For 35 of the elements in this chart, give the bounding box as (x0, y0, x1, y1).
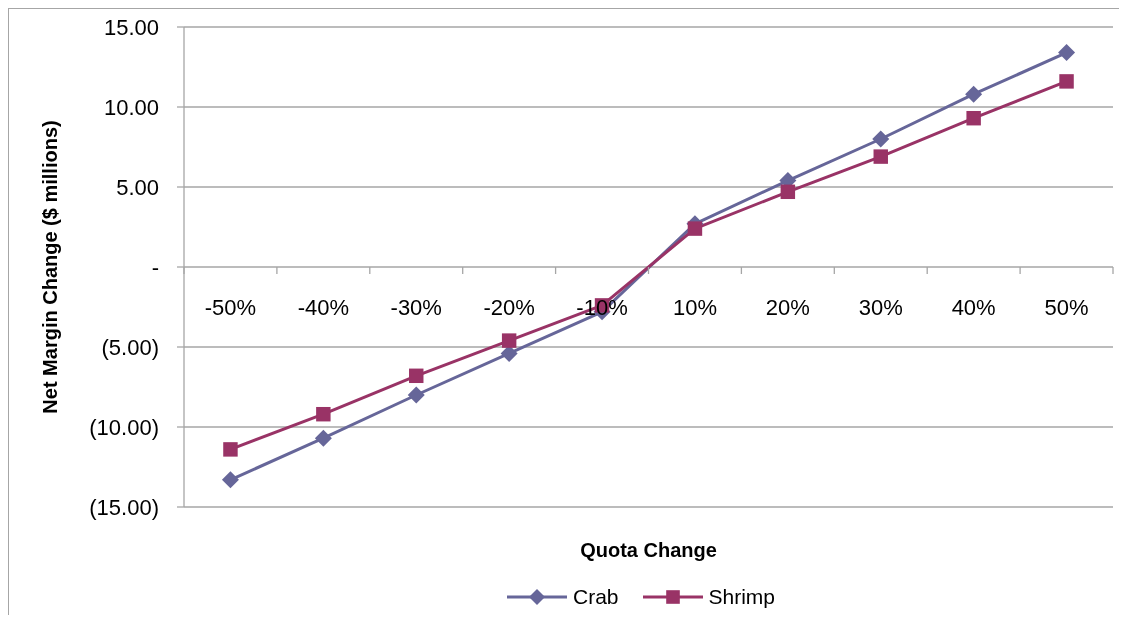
point (1058, 44, 1076, 62)
x-tick-label: 50% (1044, 294, 1089, 320)
x-axis-title: Quota Change (580, 539, 717, 561)
point (872, 130, 890, 148)
y-tick-label: 5.00 (116, 174, 159, 200)
x-tick-label: -40% (297, 294, 350, 320)
x-tick-label: -50% (204, 294, 257, 320)
y-tick-label: 10.00 (103, 94, 159, 120)
y-tick-label: 15.00 (103, 14, 159, 40)
legend-label: Crab (572, 585, 619, 609)
x-tick-label: 40% (951, 294, 996, 320)
point (965, 85, 983, 103)
point (780, 184, 796, 200)
y-tick-label: (5.00) (101, 334, 159, 360)
x-tick-label: 20% (765, 294, 810, 320)
point (407, 386, 425, 404)
point (873, 149, 888, 164)
x-tick-label: 30% (858, 294, 903, 320)
x-tick-label: -30% (390, 294, 442, 320)
point (966, 110, 981, 126)
point (221, 471, 239, 489)
x-tick-label: 10% (672, 294, 717, 320)
point (409, 368, 424, 384)
y-tick-label: (15.00) (89, 494, 159, 520)
point (314, 429, 332, 447)
y-axis-title: Net Margin Change ($ millions) (39, 120, 61, 414)
y-tick-label: - (151, 254, 159, 280)
point (316, 406, 331, 422)
x-tick-label: -20% (483, 294, 535, 320)
point (1059, 74, 1074, 89)
y-tick-label: (10.00) (89, 414, 159, 440)
point (501, 333, 517, 348)
point (687, 221, 703, 236)
point (223, 442, 238, 457)
legend-label: Shrimp (708, 585, 776, 609)
